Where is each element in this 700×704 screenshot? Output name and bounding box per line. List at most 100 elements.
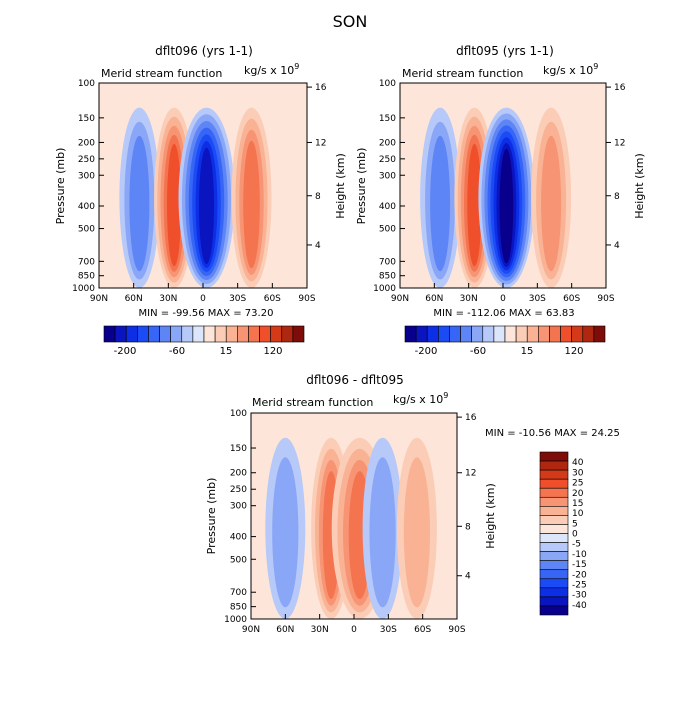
- x-tick-label: 60N: [425, 294, 443, 304]
- cell-0-level-2: [129, 135, 150, 272]
- colorbar-box: [539, 605, 569, 616]
- colorbar-label: -15: [572, 560, 587, 570]
- y2-tick-label: 12: [614, 138, 625, 148]
- y-tick-label: 500: [78, 225, 95, 235]
- colorbar-label: 40: [572, 458, 584, 468]
- left-units: kg/s x 109: [244, 62, 299, 77]
- colorbar-label: -5: [572, 540, 581, 550]
- colorbar-box: [571, 325, 584, 343]
- left-y-axis-label: Pressure (mb): [54, 148, 67, 225]
- right-units-base: kg/s x 10: [543, 64, 593, 77]
- y2-tick-label: 8: [614, 192, 620, 202]
- colorbar-label: 5: [572, 519, 578, 529]
- colorbar-label: -10: [572, 550, 587, 560]
- cell-1-level-4: [167, 143, 182, 267]
- cell-3-level-1: [369, 457, 396, 608]
- y-tick-label: 300: [379, 171, 396, 181]
- diff-units: kg/s x 109: [393, 391, 448, 406]
- colorbar-box: [426, 325, 439, 343]
- x-tick-label: 0: [351, 625, 357, 635]
- colorbar-box: [539, 478, 569, 489]
- colorbar-box: [539, 496, 569, 507]
- cell-0-level-1: [272, 457, 299, 608]
- x-tick-label: 90N: [90, 294, 108, 304]
- y-tick-label: 150: [379, 114, 396, 124]
- colorbar-box: [404, 325, 417, 343]
- y-tick-label: 700: [379, 257, 396, 267]
- colorbar-label: 30: [572, 468, 584, 478]
- colorbar-box: [539, 515, 569, 525]
- right-y-axis-label: Pressure (mb): [355, 148, 368, 225]
- colorbar-box: [539, 460, 569, 471]
- left-min-max: MIN = -99.56 MAX = 73.20: [139, 308, 274, 319]
- y-tick-label: 100: [379, 79, 396, 89]
- colorbar-label: -20: [572, 570, 587, 580]
- colorbar-box: [539, 451, 569, 462]
- x-tick-label: 60S: [414, 625, 431, 635]
- y-tick-label: 250: [379, 155, 396, 165]
- y-tick-label: 400: [230, 533, 247, 543]
- left-ticks: 90N 60N 30N 0 30S 60S 90S 100 150 200 250 300 400 500…: [72, 79, 327, 304]
- right-panel: dflt095 (yrs 1-1) Merid stream function …: [355, 44, 646, 357]
- diff-y-axis-label: Pressure (mb): [205, 478, 218, 555]
- colorbar-box: [270, 325, 283, 343]
- colorbar-box: [539, 560, 569, 571]
- colorbar-label: -60: [470, 346, 486, 357]
- x-tick-label: 0: [200, 294, 206, 304]
- colorbar-box: [192, 325, 205, 343]
- colorbar-box: [582, 325, 595, 343]
- colorbar-box: [539, 569, 569, 580]
- x-tick-label: 60S: [264, 294, 281, 304]
- colorbar-box: [526, 325, 539, 343]
- cell-3-level-2: [541, 135, 562, 272]
- y-tick-label: 200: [379, 138, 396, 148]
- y-tick-label: 500: [379, 225, 396, 235]
- colorbar-label: -25: [572, 580, 587, 590]
- right-units: kg/s x 109: [543, 62, 598, 77]
- y-tick-label: 200: [78, 138, 95, 148]
- left-units-exp: 9: [294, 62, 299, 71]
- y2-tick-label: 4: [315, 241, 321, 251]
- x-tick-label: 30S: [529, 294, 546, 304]
- cell-2-level-7: [499, 148, 514, 264]
- y-tick-label: 150: [78, 114, 95, 124]
- x-tick-label: 60N: [125, 294, 143, 304]
- diff-subtitle: Merid stream function: [252, 396, 373, 409]
- y-tick-label: 100: [230, 409, 247, 419]
- x-tick-label: 60N: [276, 625, 294, 635]
- y-tick-label: 100: [78, 79, 95, 89]
- page-title: SON: [333, 12, 368, 31]
- colorbar-box: [539, 487, 569, 498]
- colorbar-box: [415, 325, 428, 343]
- colorbar-box: [203, 325, 216, 343]
- colorbar-box: [137, 325, 149, 343]
- left-plot-area: [99, 83, 307, 288]
- colorbar-box: [125, 325, 138, 343]
- colorbar-label: -60: [169, 346, 185, 357]
- right-y2-axis-label: Height (km): [633, 153, 646, 219]
- y2-tick-label: 12: [465, 469, 476, 479]
- cell-1-level-4: [467, 143, 482, 267]
- y-tick-label: 500: [230, 555, 247, 565]
- diff-title: dflt096 - dflt095: [306, 373, 404, 387]
- x-tick-label: 90S: [448, 625, 465, 635]
- y-tick-label: 1000: [224, 615, 247, 625]
- y-tick-label: 1000: [373, 284, 396, 294]
- colorbar-label: 25: [572, 479, 583, 489]
- colorbar-box: [539, 542, 569, 552]
- y-tick-label: 300: [78, 171, 95, 181]
- right-subtitle: Merid stream function: [402, 67, 523, 80]
- colorbar-label: 0: [572, 530, 578, 540]
- y-tick-label: 200: [230, 469, 247, 479]
- left-units-base: kg/s x 10: [244, 64, 294, 77]
- colorbar-box: [170, 325, 183, 343]
- y-tick-label: 700: [230, 588, 247, 598]
- right-min-max: MIN = -112.06 MAX = 63.83: [433, 308, 574, 319]
- left-subtitle: Merid stream function: [101, 67, 222, 80]
- colorbar-box: [438, 325, 450, 343]
- y2-tick-label: 16: [614, 83, 626, 93]
- diff-ticks: 90N 60N 30N 0 30S 60S 90S 100 150 200 250 300 400 500…: [224, 409, 477, 635]
- cell-3-level-3: [243, 140, 260, 269]
